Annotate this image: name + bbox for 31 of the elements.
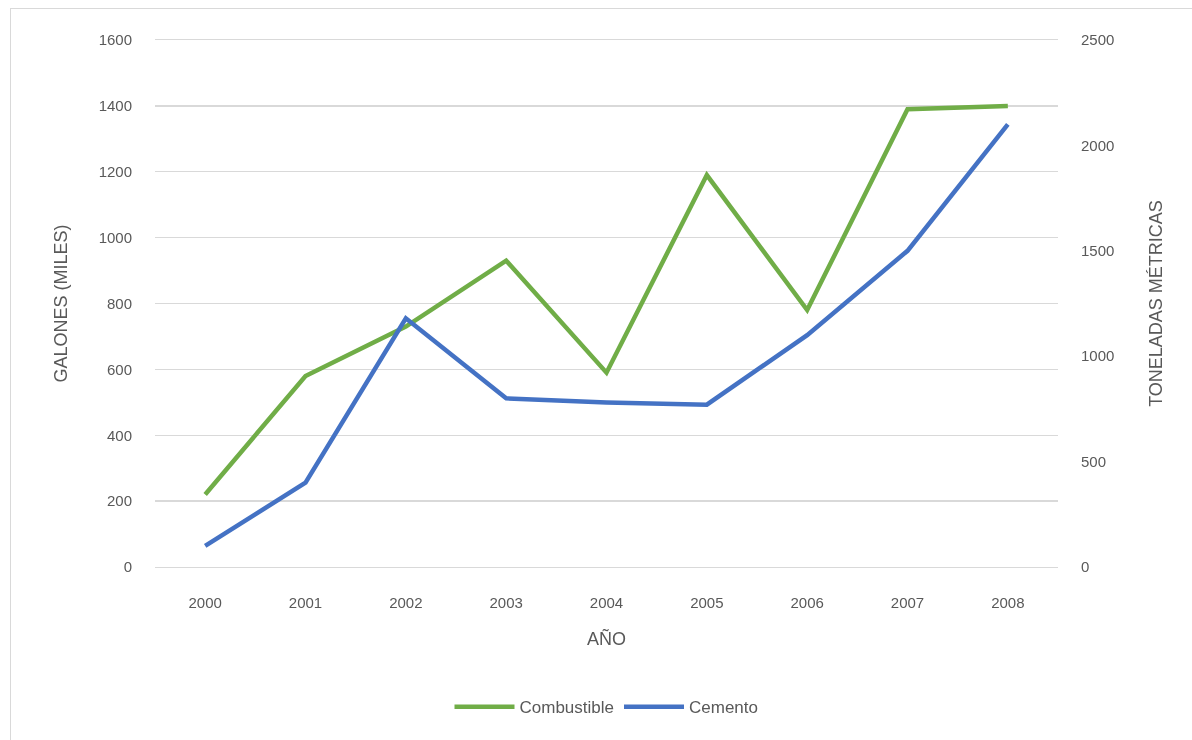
- x-tick-label: 2004: [589, 594, 624, 612]
- y-tick-label: 1200: [98, 163, 132, 180]
- line-series: [202, 122, 1011, 549]
- y-tick-label: 200: [106, 492, 132, 510]
- x-tick-label: 2000: [188, 594, 222, 612]
- y2-tick-label: 1000: [1081, 347, 1115, 365]
- x-tick-label: 2007: [890, 594, 925, 612]
- y-tick-label: 1000: [98, 228, 132, 246]
- y2-axis-title: TONELADAS MÉTRICAS: [1146, 200, 1167, 407]
- y-tick-label: 1400: [98, 97, 132, 115]
- y2-tick-label: 2500: [1081, 31, 1115, 49]
- legend-label: Combustible: [519, 698, 614, 718]
- y-tick-label: 0: [123, 558, 132, 576]
- x-tick-label: 2002: [389, 594, 423, 612]
- x-axis-title: AÑO: [586, 628, 627, 650]
- y2-tick-label: 500: [1081, 452, 1107, 470]
- x-tick-label: 2006: [790, 594, 824, 612]
- line-series: [202, 103, 1011, 497]
- legend-label: Cemento: [689, 698, 758, 718]
- y-tick-label: 400: [106, 426, 132, 444]
- y-tick-label: 1600: [98, 31, 132, 49]
- y2-tick-label: 1500: [1081, 242, 1115, 260]
- x-tick-label: 2005: [690, 594, 724, 612]
- y2-tick-label: 0: [1081, 558, 1090, 576]
- y-axis-title: GALONES (MILES): [50, 224, 71, 383]
- x-tick-label: 2001: [288, 594, 323, 612]
- y2-tick-label: 2000: [1081, 136, 1115, 154]
- y-tick-label: 800: [106, 294, 132, 312]
- x-tick-label: 2008: [991, 594, 1025, 612]
- y-tick-label: 600: [106, 360, 132, 378]
- x-tick-label: 2003: [489, 594, 523, 612]
